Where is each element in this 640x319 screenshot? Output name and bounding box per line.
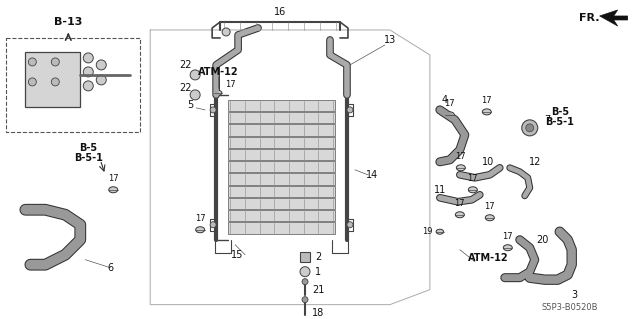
Bar <box>26 52 80 107</box>
Text: 20: 20 <box>536 235 549 245</box>
Ellipse shape <box>485 215 494 221</box>
Circle shape <box>83 53 93 63</box>
Circle shape <box>210 107 216 113</box>
Text: 17: 17 <box>502 232 513 241</box>
Ellipse shape <box>214 90 222 95</box>
Text: 16: 16 <box>274 7 286 17</box>
Text: 19: 19 <box>422 227 432 236</box>
Text: 14: 14 <box>366 170 378 180</box>
Text: ATM-12: ATM-12 <box>198 67 239 77</box>
Bar <box>228 222 335 234</box>
Text: 17: 17 <box>456 152 466 161</box>
Bar <box>228 112 335 123</box>
Text: 17: 17 <box>108 174 118 183</box>
Circle shape <box>190 70 200 80</box>
Bar <box>228 210 335 221</box>
Text: 7: 7 <box>545 115 551 125</box>
Circle shape <box>96 75 106 85</box>
Circle shape <box>300 267 310 277</box>
Text: B-5: B-5 <box>79 143 97 153</box>
Bar <box>228 174 335 185</box>
Text: 18: 18 <box>312 308 324 318</box>
Text: B-5: B-5 <box>550 107 569 117</box>
Ellipse shape <box>456 165 465 171</box>
Text: 22: 22 <box>179 60 191 70</box>
Ellipse shape <box>109 187 118 193</box>
Bar <box>228 137 335 148</box>
Text: 11: 11 <box>434 185 446 195</box>
Text: FR.: FR. <box>579 13 600 23</box>
Text: 22: 22 <box>179 83 191 93</box>
Text: 10: 10 <box>482 157 494 167</box>
Bar <box>228 124 335 136</box>
Text: 6: 6 <box>107 263 113 273</box>
Text: 1: 1 <box>315 267 321 277</box>
Ellipse shape <box>196 227 205 233</box>
Bar <box>228 186 335 197</box>
Text: B-5-1: B-5-1 <box>74 153 102 163</box>
Circle shape <box>522 120 538 136</box>
Text: 17: 17 <box>445 100 455 108</box>
Text: 17: 17 <box>454 199 465 208</box>
Text: 2: 2 <box>315 252 321 262</box>
Text: 17: 17 <box>467 174 478 183</box>
Circle shape <box>525 124 534 132</box>
Bar <box>228 149 335 160</box>
Text: 12: 12 <box>529 157 541 167</box>
Bar <box>228 100 335 111</box>
Circle shape <box>51 78 60 86</box>
Circle shape <box>222 28 230 36</box>
Text: 3: 3 <box>572 290 578 300</box>
Circle shape <box>347 107 353 113</box>
Circle shape <box>83 67 93 77</box>
Ellipse shape <box>503 245 512 251</box>
Circle shape <box>302 279 308 285</box>
Ellipse shape <box>455 212 465 218</box>
Ellipse shape <box>468 187 477 193</box>
Text: 17: 17 <box>225 80 236 89</box>
Ellipse shape <box>445 112 454 118</box>
Text: ATM-12: ATM-12 <box>467 253 508 263</box>
Text: B-13: B-13 <box>54 17 83 27</box>
Bar <box>228 198 335 209</box>
Text: 4: 4 <box>442 95 448 105</box>
Polygon shape <box>600 10 628 26</box>
Circle shape <box>347 222 353 228</box>
Circle shape <box>302 297 308 303</box>
Ellipse shape <box>436 229 444 234</box>
Circle shape <box>210 222 216 228</box>
Circle shape <box>83 81 93 91</box>
Circle shape <box>96 60 106 70</box>
Text: 13: 13 <box>384 35 396 45</box>
Text: 17: 17 <box>195 214 205 223</box>
Bar <box>300 252 310 262</box>
Circle shape <box>28 58 36 66</box>
Text: B-5-1: B-5-1 <box>545 117 574 127</box>
Circle shape <box>51 58 60 66</box>
Text: 17: 17 <box>484 202 495 211</box>
Text: S5P3-B0520B: S5P3-B0520B <box>541 303 598 312</box>
Text: 15: 15 <box>231 250 243 260</box>
Ellipse shape <box>483 109 492 115</box>
Text: 17: 17 <box>481 96 492 105</box>
Text: 21: 21 <box>312 285 324 295</box>
Circle shape <box>28 78 36 86</box>
Bar <box>228 161 335 173</box>
Text: 5: 5 <box>187 100 193 110</box>
Circle shape <box>190 90 200 100</box>
